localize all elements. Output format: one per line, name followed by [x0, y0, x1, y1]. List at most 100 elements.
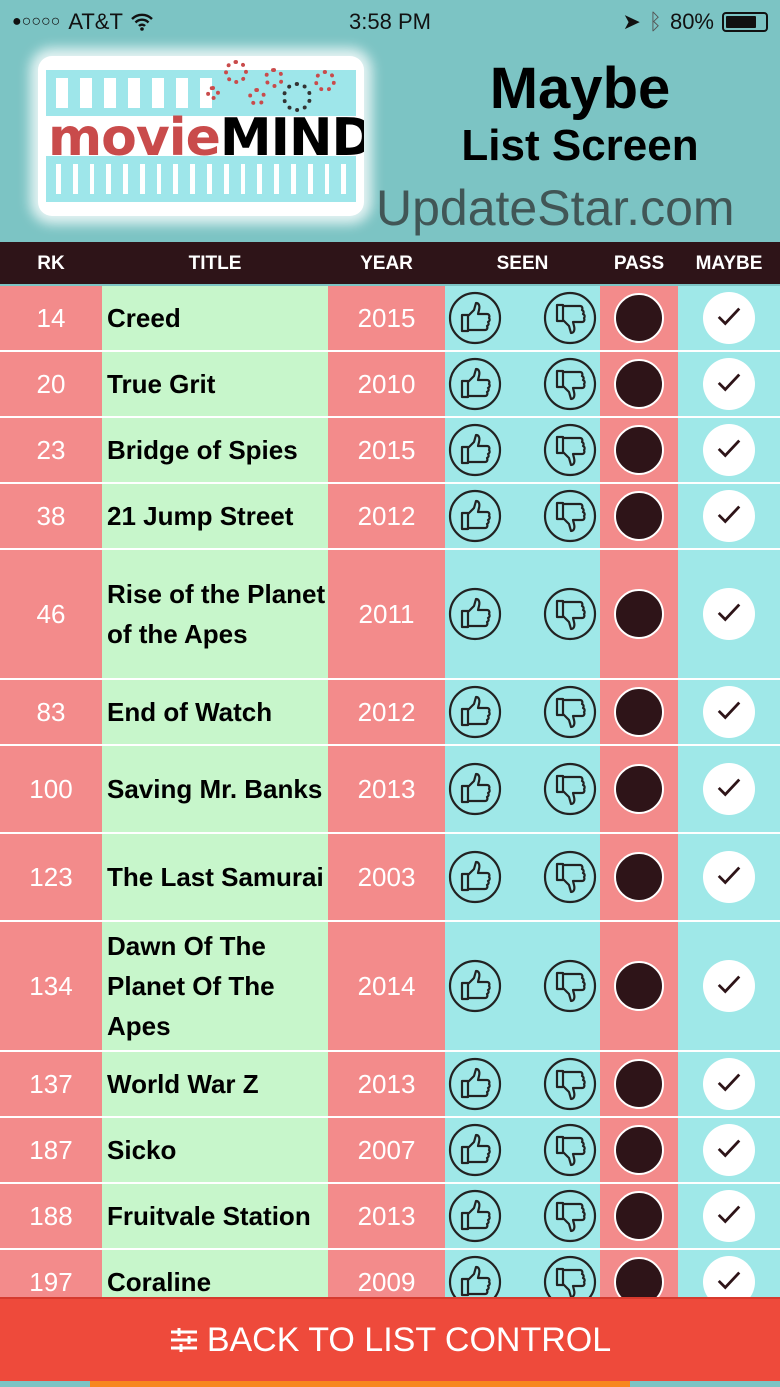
thumbs-up-icon[interactable]: [448, 1057, 502, 1111]
status-bar: ●○○○○ AT&T 3:58 PM ➤ ᛒ 80%: [0, 0, 780, 44]
thumbs-up-icon[interactable]: [448, 291, 502, 345]
location-icon: ➤: [622, 9, 641, 34]
movie-title[interactable]: Creed: [102, 286, 328, 350]
year: 2003: [328, 834, 445, 920]
maybe-button[interactable]: [703, 588, 755, 640]
thumbs-down-icon[interactable]: [543, 685, 597, 739]
table-row[interactable]: 38 21 Jump Street 2012: [0, 484, 780, 550]
thumbs-down-icon[interactable]: [543, 1123, 597, 1177]
thumbs-down-icon[interactable]: [543, 291, 597, 345]
thumbs-up-icon[interactable]: [448, 762, 502, 816]
pass-button[interactable]: [614, 764, 664, 814]
year: 2014: [328, 922, 445, 1050]
pass-button[interactable]: [614, 961, 664, 1011]
table-row[interactable]: 23 Bridge of Spies 2015: [0, 418, 780, 484]
thumbs-down-icon[interactable]: [543, 587, 597, 641]
pass-button[interactable]: [614, 589, 664, 639]
thumbs-up-icon[interactable]: [448, 685, 502, 739]
movie-title[interactable]: 21 Jump Street: [102, 484, 328, 548]
table-row[interactable]: 187 Sicko 2007: [0, 1118, 780, 1184]
table-row[interactable]: 14 Creed 2015: [0, 286, 780, 352]
movie-title[interactable]: Rise of the Planet of the Apes: [102, 550, 328, 678]
movie-title[interactable]: World War Z: [102, 1052, 328, 1116]
maybe-button[interactable]: [703, 358, 755, 410]
movie-title[interactable]: Bridge of Spies: [102, 418, 328, 482]
thumbs-down-icon[interactable]: [543, 959, 597, 1013]
maybe-button[interactable]: [703, 1124, 755, 1176]
maybe-cell: [678, 352, 780, 416]
maybe-button[interactable]: [703, 763, 755, 815]
checkmark-icon: [715, 368, 743, 401]
rank: 123: [0, 834, 102, 920]
thumbs-down-icon[interactable]: [543, 1057, 597, 1111]
maybe-button[interactable]: [703, 686, 755, 738]
checkmark-icon: [715, 434, 743, 467]
maybe-cell: [678, 1118, 780, 1182]
table-row[interactable]: 100 Saving Mr. Banks 2013: [0, 746, 780, 834]
movie-title[interactable]: Dawn Of The Planet Of The Apes: [102, 922, 328, 1050]
seen-cell: [445, 352, 600, 416]
maybe-cell: [678, 286, 780, 350]
col-pass: PASS: [613, 253, 665, 274]
thumbs-down-icon[interactable]: [543, 423, 597, 477]
pass-cell: [600, 1118, 678, 1182]
thumbs-up-icon[interactable]: [448, 1123, 502, 1177]
table-row[interactable]: 188 Fruitvale Station 2013: [0, 1184, 780, 1250]
thumbs-up-icon[interactable]: [448, 489, 502, 543]
pass-cell: [600, 286, 678, 350]
table-row[interactable]: 137 World War Z 2013: [0, 1052, 780, 1118]
movie-title[interactable]: True Grit: [102, 352, 328, 416]
pass-button[interactable]: [614, 491, 664, 541]
maybe-button[interactable]: [703, 1058, 755, 1110]
movie-title[interactable]: Fruitvale Station: [102, 1184, 328, 1248]
pass-cell: [600, 680, 678, 744]
button-label: BACK TO LIST CONTROL: [206, 1320, 612, 1359]
thumbs-down-icon[interactable]: [543, 1189, 597, 1243]
maybe-button[interactable]: [703, 490, 755, 542]
table-row[interactable]: 134 Dawn Of The Planet Of The Apes 2014: [0, 922, 780, 1052]
thumbs-down-icon[interactable]: [543, 850, 597, 904]
table-row[interactable]: 123 The Last Samurai 2003: [0, 834, 780, 922]
checkmark-icon: [715, 970, 743, 1003]
pass-button[interactable]: [614, 359, 664, 409]
year: 2010: [328, 352, 445, 416]
thumbs-up-icon[interactable]: [448, 1189, 502, 1243]
rank: 46: [0, 550, 102, 678]
rank: 137: [0, 1052, 102, 1116]
thumbs-up-icon[interactable]: [448, 357, 502, 411]
thumbs-up-icon[interactable]: [448, 587, 502, 641]
pass-button[interactable]: [614, 1191, 664, 1241]
rank: 187: [0, 1118, 102, 1182]
pass-cell: [600, 418, 678, 482]
table-row[interactable]: 83 End of Watch 2012: [0, 680, 780, 746]
thumbs-down-icon[interactable]: [543, 762, 597, 816]
maybe-button[interactable]: [703, 424, 755, 476]
movie-title[interactable]: The Last Samurai: [102, 834, 328, 920]
pass-button[interactable]: [614, 687, 664, 737]
thumbs-down-icon[interactable]: [543, 357, 597, 411]
maybe-cell: [678, 746, 780, 832]
thumbs-up-icon[interactable]: [448, 850, 502, 904]
checkmark-icon: [715, 1200, 743, 1233]
maybe-button[interactable]: [703, 292, 755, 344]
pass-button[interactable]: [614, 1125, 664, 1175]
checkmark-icon: [715, 500, 743, 533]
pass-button[interactable]: [614, 425, 664, 475]
thumbs-up-icon[interactable]: [448, 423, 502, 477]
movie-list[interactable]: 14 Creed 2015 20 True Grit 2010 23 Bridge of Sp…: [0, 286, 780, 1316]
movie-title[interactable]: Saving Mr. Banks: [102, 746, 328, 832]
movie-title[interactable]: Sicko: [102, 1118, 328, 1182]
maybe-button[interactable]: [703, 1190, 755, 1242]
pass-button[interactable]: [614, 1059, 664, 1109]
maybe-button[interactable]: [703, 851, 755, 903]
table-row[interactable]: 46 Rise of the Planet of the Apes 2011: [0, 550, 780, 680]
table-row[interactable]: 20 True Grit 2010: [0, 352, 780, 418]
carrier: AT&T: [68, 9, 123, 34]
thumbs-up-icon[interactable]: [448, 959, 502, 1013]
maybe-button[interactable]: [703, 960, 755, 1012]
thumbs-down-icon[interactable]: [543, 489, 597, 543]
movie-title[interactable]: End of Watch: [102, 680, 328, 744]
pass-button[interactable]: [614, 293, 664, 343]
back-to-list-control-button[interactable]: BACK TO LIST CONTROL: [0, 1297, 780, 1381]
pass-button[interactable]: [614, 852, 664, 902]
